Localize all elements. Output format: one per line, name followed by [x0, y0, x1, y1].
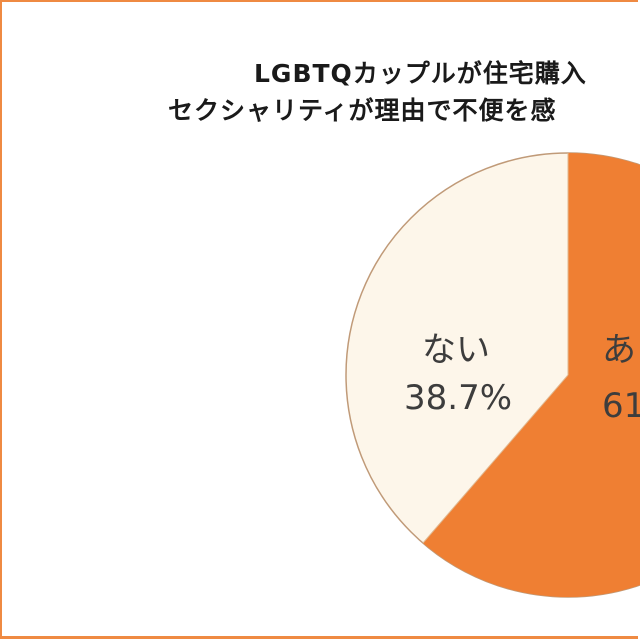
label-no-pct: 38.7%	[404, 378, 513, 418]
label-yes-pct: 61	[602, 386, 640, 426]
slice-yes	[423, 153, 640, 597]
label-yes-name: あ	[602, 330, 636, 370]
chart-title-line-2: セクシャリティが理由で不便を感	[168, 96, 557, 125]
chart-title-line-1: LGBTQカップルが住宅購入	[254, 59, 587, 88]
label-no-name: ない	[422, 330, 490, 370]
